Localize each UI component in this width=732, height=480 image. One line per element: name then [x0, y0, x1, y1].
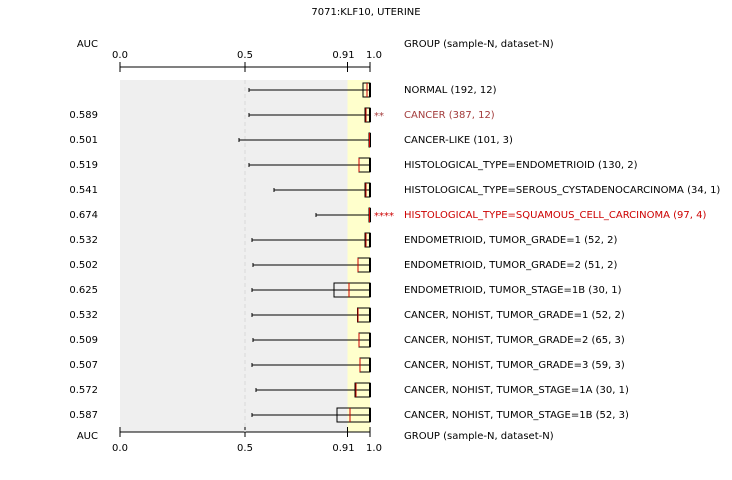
auc-value: 0.532 — [69, 235, 98, 246]
highlight-band — [347, 80, 370, 432]
auc-value: 0.501 — [69, 135, 98, 146]
auc-value: 0.589 — [69, 110, 98, 121]
auc-value: 0.625 — [69, 285, 98, 296]
row-label: CANCER, NOHIST, TUMOR_GRADE=3 (59, 3) — [404, 360, 625, 371]
x-tick-label: 0.91 — [332, 50, 354, 61]
x-tick-label: 1.0 — [366, 50, 382, 61]
row-label: HISTOLOGICAL_TYPE=SQUAMOUS_CELL_CARCINOM… — [404, 210, 706, 221]
row-label: HISTOLOGICAL_TYPE=SEROUS_CYSTADENOCARCIN… — [404, 185, 720, 196]
auc-value: 0.507 — [69, 360, 98, 371]
group-header: GROUP (sample-N, dataset-N) — [404, 431, 554, 442]
row-label: NORMAL (192, 12) — [404, 85, 497, 96]
x-tick-label: 0.91 — [332, 443, 354, 454]
chart-title: 7071:KLF10, UTERINE — [311, 7, 420, 18]
auc-value: 0.587 — [69, 410, 98, 421]
x-tick-label: 0.5 — [237, 50, 253, 61]
significance: **** — [374, 211, 394, 222]
row-label: CANCER, NOHIST, TUMOR_STAGE=1A (30, 1) — [404, 385, 629, 396]
row-label: ENDOMETRIOID, TUMOR_GRADE=1 (52, 2) — [404, 235, 617, 246]
value-header: AUC — [77, 431, 98, 442]
row-label: CANCER (387, 12) — [404, 110, 495, 121]
row-label: CANCER, NOHIST, TUMOR_GRADE=2 (65, 3) — [404, 335, 625, 346]
auc-value: 0.519 — [69, 160, 98, 171]
group-header: GROUP (sample-N, dataset-N) — [404, 39, 554, 50]
plot-background — [120, 80, 348, 432]
x-tick-label: 1.0 — [366, 443, 382, 454]
row-label: HISTOLOGICAL_TYPE=ENDOMETRIOID (130, 2) — [404, 160, 638, 171]
value-header: AUC — [77, 39, 98, 50]
auc-value: 0.674 — [69, 210, 98, 221]
row-label: CANCER, NOHIST, TUMOR_GRADE=1 (52, 2) — [404, 310, 625, 321]
auc-value: 0.572 — [69, 385, 98, 396]
row-label: CANCER, NOHIST, TUMOR_STAGE=1B (52, 3) — [404, 410, 629, 421]
row-label: ENDOMETRIOID, TUMOR_GRADE=2 (51, 2) — [404, 260, 617, 271]
row-label: CANCER-LIKE (101, 3) — [404, 135, 513, 146]
significance: ** — [374, 111, 384, 122]
x-tick-label: 0.5 — [237, 443, 253, 454]
x-tick-label: 0.0 — [112, 50, 128, 61]
auc-value: 0.509 — [69, 335, 98, 346]
auc-value: 0.532 — [69, 310, 98, 321]
x-tick-label: 0.0 — [112, 443, 128, 454]
auc-value: 0.541 — [69, 185, 98, 196]
row-label: ENDOMETRIOID, TUMOR_STAGE=1B (30, 1) — [404, 285, 622, 296]
auc-value: 0.502 — [69, 260, 98, 271]
